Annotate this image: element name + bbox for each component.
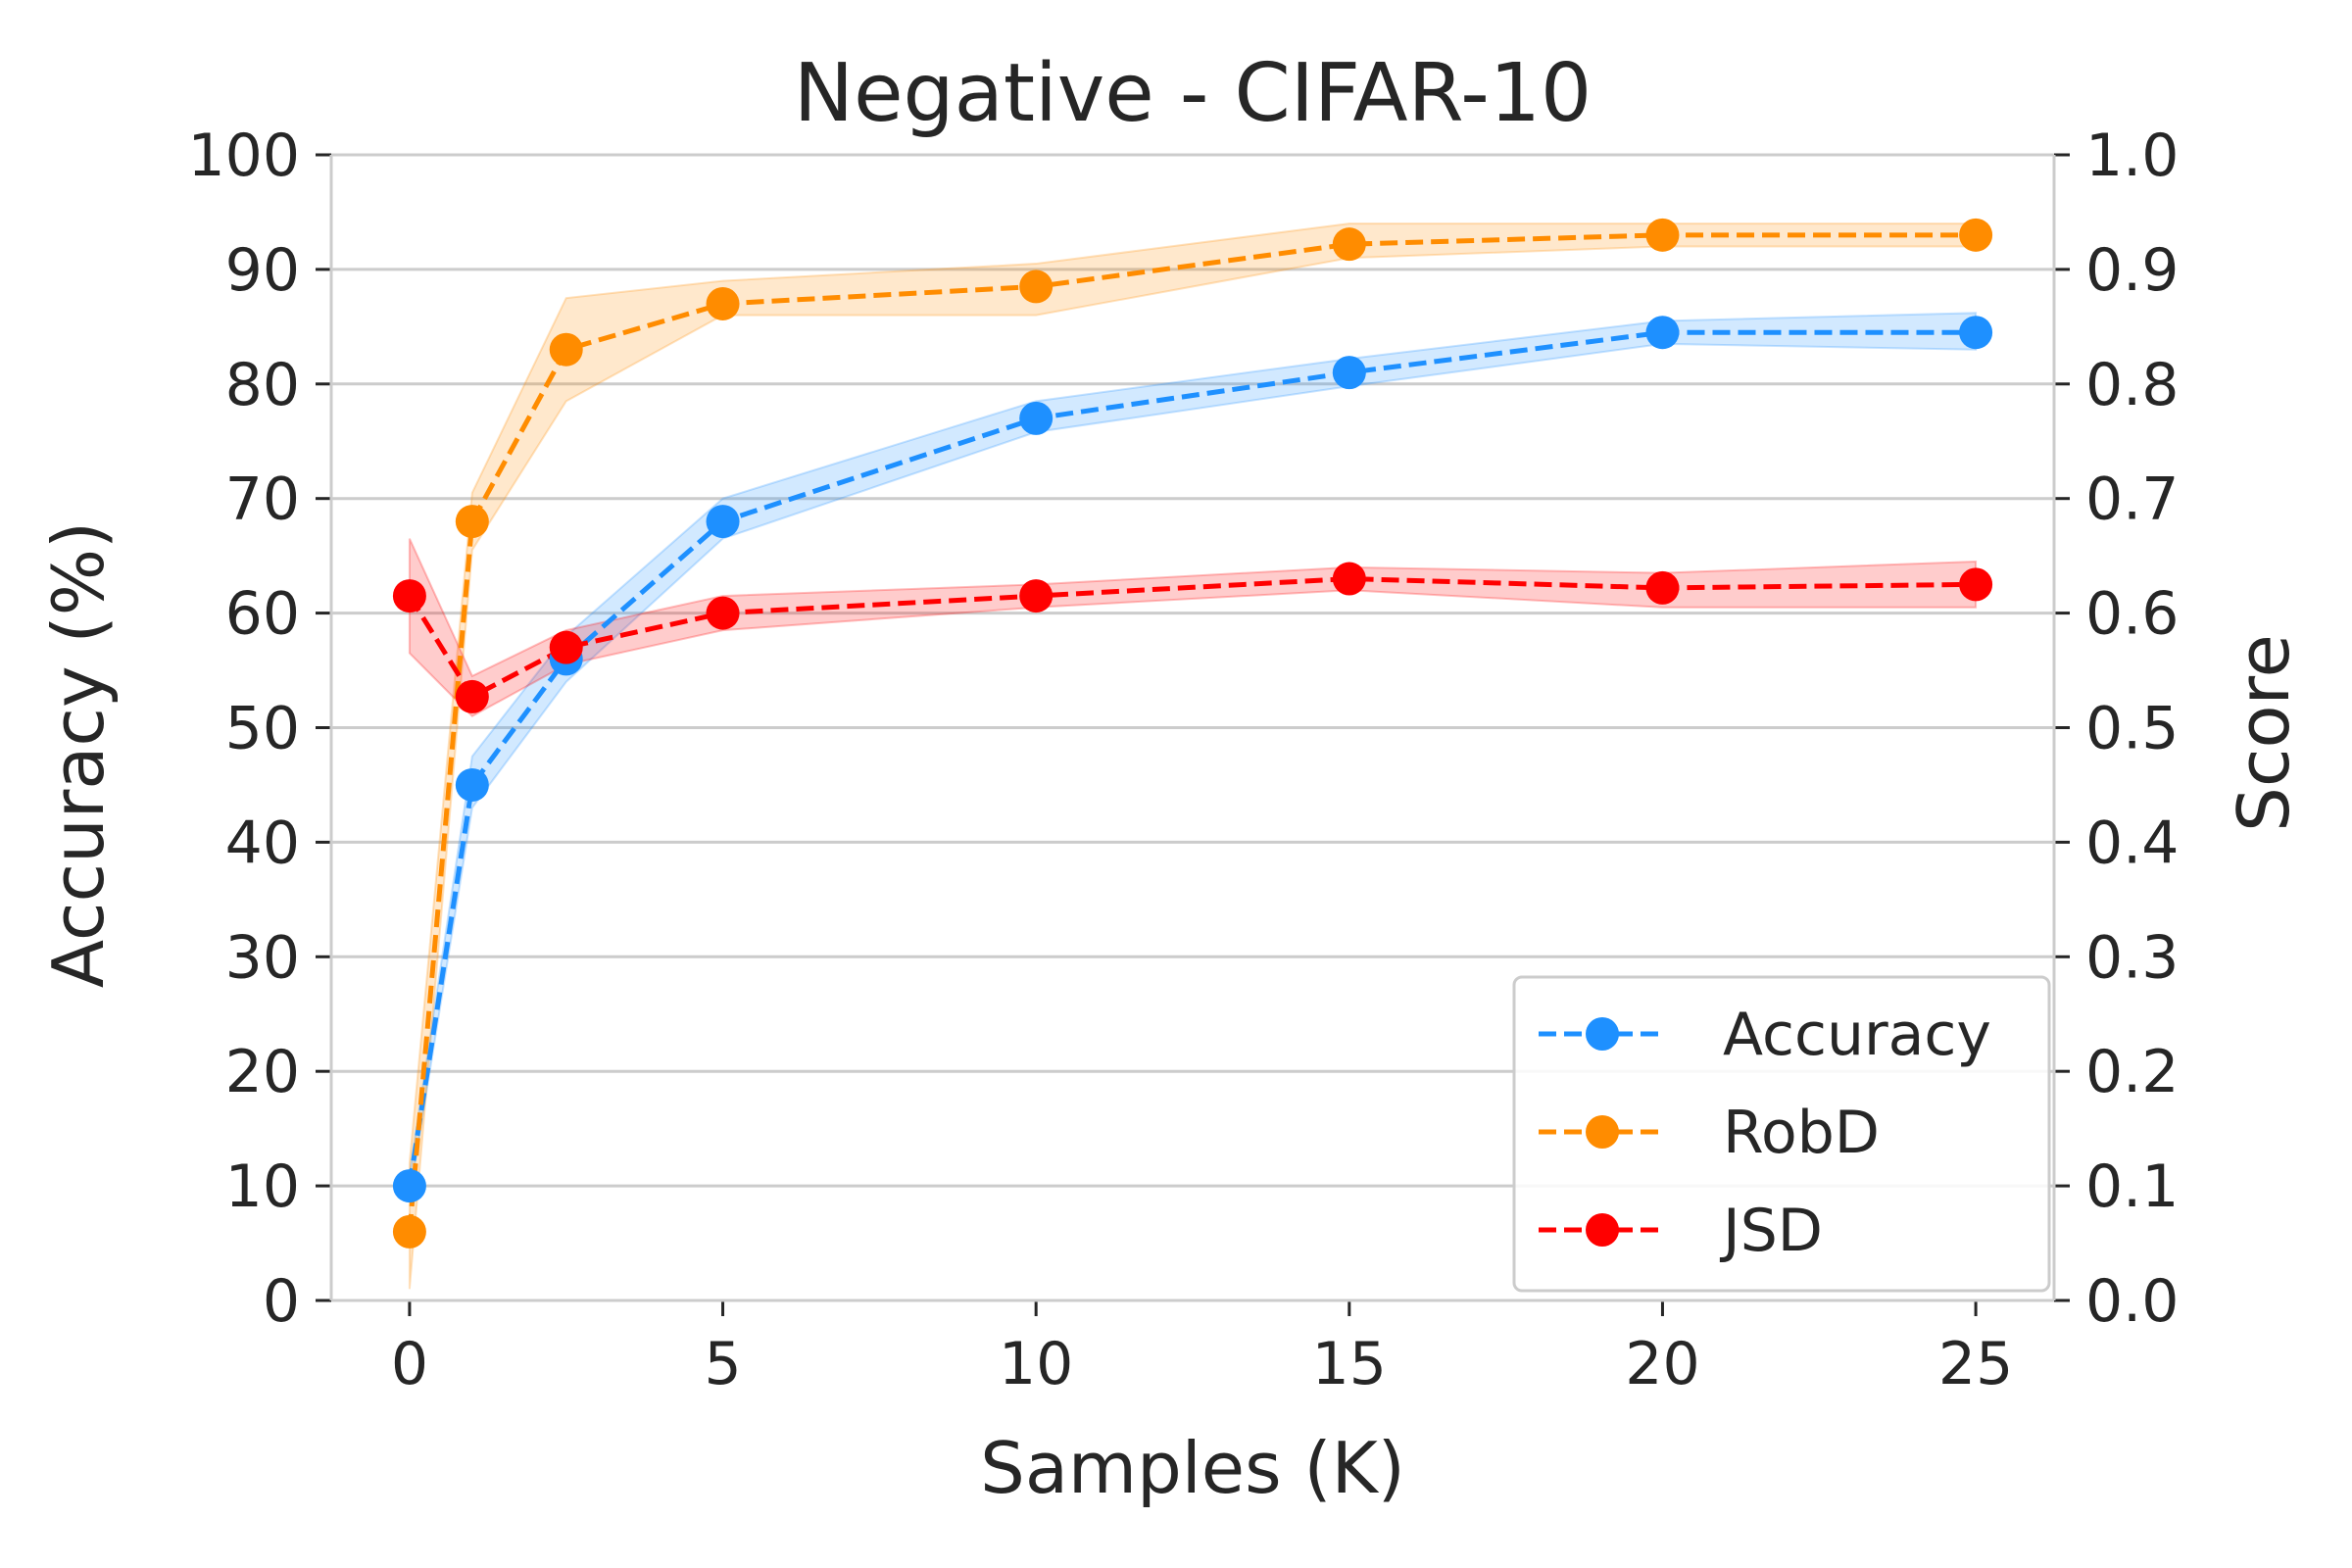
x-axis-label: Samples (K) <box>980 1427 1405 1509</box>
y2-tick-label: 1.0 <box>2085 122 2179 190</box>
legend-label-robd: RobD <box>1723 1099 1880 1167</box>
point-robd <box>1332 227 1366 262</box>
point-robd <box>1645 218 1680 252</box>
y-tick-label: 100 <box>187 122 300 190</box>
x-tick-label: 10 <box>999 1330 1073 1398</box>
point-jsd <box>392 579 426 613</box>
y2-tick-label: 0.0 <box>2085 1267 2179 1336</box>
point-robd <box>392 1214 426 1249</box>
point-robd <box>549 332 583 367</box>
point-accuracy <box>455 767 489 802</box>
y2-tick-label: 0.3 <box>2085 923 2179 992</box>
legend-label-jsd: JSD <box>1719 1197 1823 1265</box>
point-robd <box>1959 218 1993 252</box>
y2-axis-label: Score <box>2223 634 2305 832</box>
y-tick-label: 60 <box>225 580 300 649</box>
chart-title: Negative - CIFAR-10 <box>794 47 1592 140</box>
y-tick-label: 70 <box>225 466 300 534</box>
point-jsd <box>1332 562 1366 596</box>
point-jsd <box>1645 570 1680 605</box>
y-tick-label: 40 <box>225 808 300 877</box>
point-accuracy <box>1332 356 1366 390</box>
x-tick-label: 20 <box>1625 1330 1699 1398</box>
x-tick-label: 5 <box>704 1330 741 1398</box>
y-tick-label: 10 <box>225 1152 300 1221</box>
point-accuracy <box>1959 316 1993 350</box>
point-accuracy <box>1019 401 1054 435</box>
legend-marker-robd <box>1586 1115 1619 1149</box>
y-tick-label: 90 <box>225 236 300 305</box>
band-accuracy <box>408 312 1978 1198</box>
legend: Accuracy RobD JSD <box>1512 975 2051 1293</box>
point-jsd <box>549 630 583 664</box>
y-tick-label: 50 <box>225 695 300 763</box>
y2-tick-label: 0.4 <box>2085 808 2179 877</box>
legend-marker-accuracy <box>1586 1017 1619 1051</box>
axes: 01020304050607080901000.00.10.20.30.40.5… <box>187 122 2179 1398</box>
y-tick-label: 0 <box>263 1267 300 1336</box>
y2-tick-label: 0.8 <box>2085 351 2179 419</box>
x-tick-label: 25 <box>1938 1330 2013 1398</box>
point-accuracy <box>392 1169 426 1203</box>
x-tick-label: 0 <box>391 1330 428 1398</box>
x-tick-label: 15 <box>1312 1330 1387 1398</box>
y-tick-label: 30 <box>225 923 300 992</box>
point-robd <box>706 286 740 320</box>
legend-marker-jsd <box>1586 1213 1619 1247</box>
y2-tick-label: 0.1 <box>2085 1152 2179 1221</box>
y-tick-label: 20 <box>225 1038 300 1106</box>
series-lines <box>407 232 1977 1233</box>
point-accuracy <box>706 505 740 539</box>
point-robd <box>455 505 489 539</box>
y2-tick-label: 0.9 <box>2085 236 2179 305</box>
series-points <box>392 218 1993 1249</box>
point-jsd <box>455 679 489 713</box>
point-robd <box>1019 270 1054 304</box>
y2-tick-label: 0.6 <box>2085 580 2179 649</box>
band-jsd <box>408 538 1978 718</box>
y2-tick-label: 0.5 <box>2085 695 2179 763</box>
y-axis-label: Accuracy (%) <box>37 521 120 988</box>
point-jsd <box>1959 567 1993 602</box>
point-accuracy <box>1645 316 1680 350</box>
y-tick-label: 80 <box>225 351 300 419</box>
legend-label-accuracy: Accuracy <box>1723 1001 1991 1069</box>
line-robd <box>407 232 1977 1233</box>
y2-tick-label: 0.2 <box>2085 1038 2179 1106</box>
point-jsd <box>706 596 740 630</box>
point-jsd <box>1019 579 1054 613</box>
y2-tick-label: 0.7 <box>2085 466 2179 534</box>
grid-layer <box>331 153 2054 1302</box>
legend-frame <box>1512 975 2051 1293</box>
line-jsd <box>407 576 1977 701</box>
